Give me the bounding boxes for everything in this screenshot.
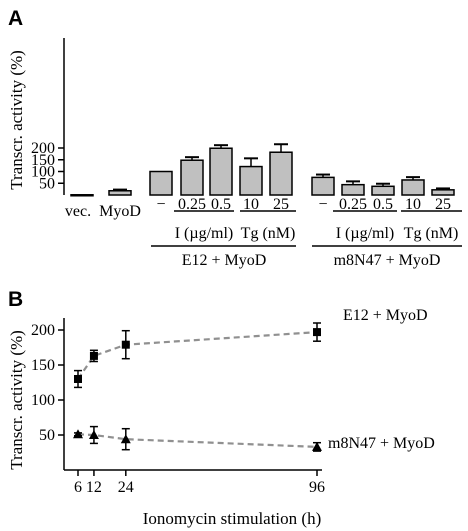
panel-b-x-tick-label: 12	[86, 479, 102, 496]
panel-b-y-tick-label: 100	[31, 392, 55, 409]
data-point	[120, 434, 131, 444]
bar	[239, 165, 263, 196]
bar-label: 0.5	[373, 196, 393, 213]
bar	[401, 179, 425, 196]
series-line	[77, 433, 318, 448]
data-point	[312, 441, 322, 451]
bar-label: vec.	[65, 203, 91, 220]
bar-label: 0.25	[339, 196, 367, 213]
panel-b-y-tick-label: 50	[39, 427, 55, 444]
bar	[341, 183, 365, 196]
panel-b-x-tick-label: 24	[118, 479, 134, 496]
panel-b-y-tick-label: 150	[31, 357, 55, 374]
data-point	[73, 429, 83, 439]
panel-b-ylabel: Transcr. activity (%)	[7, 330, 26, 470]
series-line	[77, 331, 318, 380]
panel-b-letter: B	[8, 288, 23, 311]
bar-label: 25	[273, 196, 289, 213]
bar-label: 10	[405, 196, 421, 213]
series-label-m8: m8N47 + MyoD	[328, 435, 435, 452]
panel-a-y-tick-label: 200	[31, 140, 55, 157]
bar	[371, 185, 395, 196]
bar-label: 0.5	[211, 196, 231, 213]
panel-b-plot: 50 100 150 200 6 12 24 96	[31, 318, 325, 496]
bar-label: 10	[243, 196, 259, 213]
series-label-e12: E12 + MyoD	[343, 307, 428, 324]
bar-label: −	[156, 196, 165, 213]
panel-a-y-tick-label: 50	[39, 175, 55, 192]
sublabel-i-e12: I (µg/ml)	[175, 225, 234, 242]
sublabel-i-m8: I (µg/ml)	[336, 225, 395, 242]
bar	[70, 194, 94, 197]
panel-a-letter: A	[8, 7, 23, 30]
bar-label: MyoD	[99, 203, 141, 220]
bar	[431, 189, 455, 196]
panel-b-x-tick-label: 6	[74, 479, 82, 496]
bar	[108, 190, 132, 196]
bar-label: −	[318, 196, 327, 213]
sublabel-tg-e12: Tg (nM)	[241, 225, 296, 242]
group-label-e12: E12 + MyoD	[182, 252, 267, 269]
data-point	[121, 340, 130, 349]
data-point	[88, 430, 99, 439]
bar-label: 0.25	[178, 196, 206, 213]
panel-b-x-tick-label: 96	[309, 479, 325, 496]
data-point	[74, 375, 82, 383]
data-point	[313, 328, 321, 337]
bar	[180, 159, 204, 196]
sublabel-tg-m8: Tg (nM)	[404, 225, 459, 242]
bar	[311, 176, 335, 196]
bar	[149, 170, 173, 196]
data-point	[89, 351, 98, 360]
bar	[269, 151, 293, 196]
group-label-m8: m8N47 + MyoD	[334, 252, 441, 269]
bar	[209, 147, 233, 196]
panel-b-y-tick-label: 200	[31, 322, 55, 339]
panel-b-xlabel: Ionomycin stimulation (h)	[143, 509, 321, 528]
panel-a-y-tick-label: 100	[31, 164, 55, 181]
panel-a-y-tick-label: 150	[31, 152, 55, 169]
bar-label: 25	[435, 196, 451, 213]
panel-a-ylabel: Transcr. activity (%)	[7, 50, 26, 190]
